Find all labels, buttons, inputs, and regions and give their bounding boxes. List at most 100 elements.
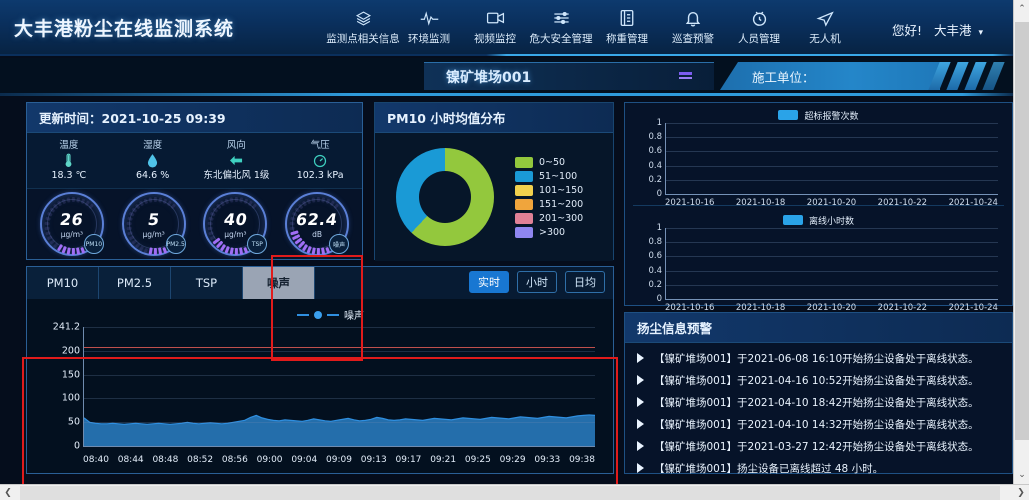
site-selector-bar: 镍矿堆场001 施工单位： (0, 58, 1013, 96)
nav-item-environment-monitoring[interactable]: 环境监测 (396, 4, 462, 46)
legend-item[interactable]: 0~50 (515, 156, 607, 168)
legend-swatch (515, 156, 533, 168)
nav-item-major-hazard-safety[interactable]: 危大安全管理 (528, 4, 594, 46)
nav-label: 监测点相关信息 (326, 33, 400, 45)
tab-tsp[interactable]: TSP (171, 267, 243, 299)
y-axis-tick: 0.6 (648, 251, 662, 262)
y-axis-tick: 100 (61, 392, 80, 404)
chart-plot-area: 1 0.8 0.6 0.4 0.2 0 (648, 223, 998, 304)
alert-row[interactable]: 【镍矿堆场001】于2021-03-27 12:42开始扬尘设备处于离线状态。 (625, 435, 1012, 457)
x-axis-tick: 09:00 (256, 455, 283, 465)
y-axis-tick: 0.2 (648, 174, 662, 185)
scroll-down-arrow-icon[interactable]: ⌄ (1014, 466, 1029, 484)
gridline (666, 256, 998, 258)
gauge-badge: PM10 (83, 234, 104, 254)
weather-metric-pressure: 气压 102.3 kPa (278, 140, 362, 182)
nav-item-personnel-management[interactable]: 人员管理 (726, 4, 792, 46)
username-text: 大丰港 (933, 23, 972, 38)
y-axis-tick: 0.8 (648, 237, 662, 248)
scroll-up-arrow-icon[interactable]: ⌃ (1014, 0, 1029, 18)
tab-noise[interactable]: 噪声 (243, 267, 315, 299)
alert-row[interactable]: 【镍矿堆场001】于2021-04-10 14:32开始扬尘设备处于离线状态。 (625, 413, 1012, 435)
gauge-badge: 噪声 (329, 234, 350, 254)
scroll-left-arrow-icon[interactable]: ❮ (0, 485, 16, 500)
legend-item[interactable]: 151~200 (515, 198, 607, 210)
gridline (666, 228, 998, 229)
nav-label: 人员管理 (738, 33, 780, 45)
alarm-count-chart[interactable]: 超标报警次数 1 0.8 0.6 0.4 0.2 0 2021-10-16 2021-10-… (625, 103, 1012, 208)
legend-line (297, 313, 309, 316)
pm10-panel-title: PM10 小时均值分布 (387, 111, 506, 126)
site-chip[interactable]: 镍矿堆场001 (424, 62, 714, 90)
y-axis-tick: 1 (656, 118, 662, 128)
legend-item[interactable]: 101~150 (515, 184, 607, 196)
range-button-hourly[interactable]: 小时 (517, 271, 557, 293)
x-axis-tick: 2021-10-24 (948, 198, 998, 208)
y-axis-tick: 0 (656, 294, 662, 304)
legend-item[interactable]: 201~300 (515, 212, 607, 224)
construction-unit-chip[interactable]: 施工单位： (720, 62, 940, 90)
tab-pm25[interactable]: PM2.5 (99, 267, 171, 299)
tab-pm10[interactable]: PM10 (27, 267, 99, 299)
nav-label: 视频监控 (474, 33, 516, 45)
layers-icon (355, 8, 372, 28)
nav-item-drone[interactable]: 无人机 (792, 4, 858, 46)
pm10-distribution-panel: PM10 小时均值分布 0~50 51~100 101~150 151~200 201~… (374, 102, 614, 261)
nav-item-video-surveillance[interactable]: 视频监控 (462, 4, 528, 46)
play-triangle-icon (637, 419, 644, 429)
alert-row[interactable]: 【镍矿堆场001】于2021-04-10 18:42开始扬尘设备处于离线状态。 (625, 391, 1012, 413)
sensor-trend-panel: PM10 PM2.5 TSP 噪声 实时 小时 日均 噪声 (26, 266, 614, 474)
gauge-pm25: 5 μg/m³ PM2.5 (113, 190, 195, 258)
chart-legend: 超标报警次数 (633, 107, 1004, 123)
metric-label: 温度 (59, 139, 79, 151)
legend-swatch (515, 170, 533, 182)
vertical-scrollbar[interactable]: ⌃ ⌄ (1013, 0, 1029, 484)
legend-label: 噪声 (344, 311, 364, 322)
x-axis-tick: 09:29 (499, 455, 526, 465)
trend-chart-body[interactable]: 噪声 0 50 100 150 200 241.2 08:40 08:44 08:48 08:5… (27, 299, 613, 473)
alert-row[interactable]: 【镍矿堆场001】于2021-06-08 16:10开始扬尘设备处于离线状态。 (625, 347, 1012, 369)
main-navigation: 监测点相关信息 环境监测 视频监控 (326, 4, 858, 46)
chevron-down-icon[interactable]: ▾ (978, 28, 983, 38)
legend-item[interactable]: >300 (515, 226, 607, 238)
gridline (666, 284, 998, 286)
nav-label: 危大安全管理 (529, 33, 593, 45)
y-axis-tick: 0.2 (648, 279, 662, 290)
x-axis-tick: 09:21 (430, 455, 457, 465)
wind-arrow-icon (195, 153, 279, 169)
x-axis-tick: 09:38 (569, 455, 595, 465)
alert-row[interactable]: 【镍矿堆场001】扬尘设备已离线超过 48 小时。 (625, 457, 1012, 479)
nav-item-monitoring-info[interactable]: 监测点相关信息 (326, 4, 400, 46)
y-axis-tick: 241.2 (52, 321, 80, 333)
alert-row[interactable]: 【镍矿堆场001】于2021-04-16 10:52开始扬尘设备处于离线状态。 (625, 369, 1012, 391)
range-button-daily[interactable]: 日均 (565, 271, 605, 293)
nav-label: 环境监测 (408, 33, 450, 45)
alert-text: 【镍矿堆场001】于2021-04-10 14:32开始扬尘设备处于离线状态。 (654, 418, 979, 431)
gridline (666, 179, 998, 181)
user-greeting[interactable]: 您好! 大丰港 ▾ (892, 20, 983, 39)
horizontal-scrollbar[interactable]: ❮ ❯ (0, 484, 1029, 500)
swap-icon[interactable] (679, 72, 692, 79)
metric-label: 风向 (226, 139, 246, 151)
legend-label: 151~200 (539, 198, 584, 210)
pm10-donut-chart[interactable] (396, 148, 494, 246)
gauge-ring: 40 μg/m³ TSP (203, 192, 268, 256)
scroll-right-arrow-icon[interactable]: ❯ (1013, 485, 1029, 500)
legend-item[interactable]: 51~100 (515, 170, 607, 182)
metric-value: 64.6 % (136, 169, 170, 181)
range-button-realtime[interactable]: 实时 (469, 271, 509, 293)
metric-value: 东北偏北风 1级 (203, 169, 270, 181)
legend-swatch (515, 212, 533, 224)
vertical-scroll-thumb[interactable] (1015, 22, 1029, 440)
y-axis-tick: 0.4 (648, 160, 662, 171)
nav-item-patrol-alert[interactable]: 巡查预警 (660, 4, 726, 46)
gauge-value: 62.4 (294, 209, 340, 229)
x-axis-tick: 2021-10-20 (806, 198, 857, 208)
paper-plane-icon (816, 8, 834, 28)
horizontal-scroll-thumb[interactable] (20, 486, 1000, 500)
offline-hours-chart[interactable]: 离线小时数 1 0.8 0.6 0.4 0.2 0 2021-10-16 2021-10-1… (625, 208, 1012, 313)
alert-text: 【镍矿堆场001】于2021-03-27 12:42开始扬尘设备处于离线状态。 (654, 440, 979, 453)
legend-label: >300 (539, 226, 566, 238)
nav-item-weighing-management[interactable]: 称重管理 (594, 4, 660, 46)
